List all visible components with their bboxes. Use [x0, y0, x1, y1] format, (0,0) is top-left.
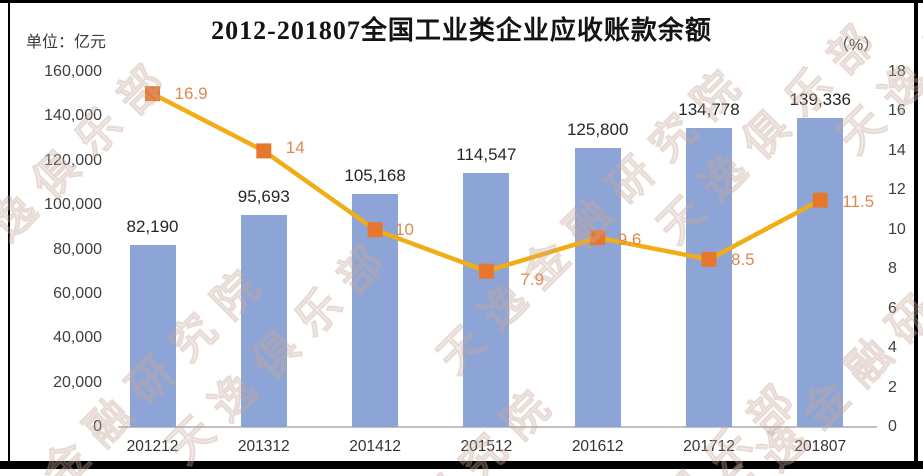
- bar-value-label: 114,547: [456, 144, 517, 164]
- right-axis-tick-label: 6: [888, 299, 897, 317]
- frame-border-bottom: [0, 461, 923, 469]
- bar: [686, 127, 732, 427]
- left-axis-unit-label: 单位：亿元: [26, 34, 107, 51]
- frame-border-right: [914, 0, 918, 469]
- right-axis-tick-label: 4: [888, 339, 897, 357]
- x-axis-tick-label: 201807: [794, 438, 847, 455]
- line-value-label: 7.9: [520, 270, 545, 290]
- left-axis-tick-label: 100,000: [44, 196, 102, 214]
- left-axis-tick-label: 60,000: [53, 284, 102, 302]
- left-axis-tick-label: 40,000: [53, 329, 102, 347]
- bar: [574, 147, 621, 427]
- bar: [463, 172, 510, 427]
- right-axis-tick-label: 10: [888, 220, 906, 238]
- right-axis-tick-label: 14: [888, 141, 906, 159]
- right-axis-tick-label: 2: [888, 378, 897, 396]
- x-axis-tick-label: 201712: [683, 438, 735, 455]
- line-marker: [145, 86, 160, 102]
- left-axis-tick-label: 140,000: [44, 107, 102, 125]
- right-axis-tick-label: 12: [888, 181, 906, 199]
- bar: [240, 214, 287, 427]
- frame-border-left: [8, 3, 10, 461]
- bar-value-label: 125,800: [566, 119, 629, 139]
- line-value-label: 8.5: [731, 250, 755, 270]
- bar-value-label: 139,336: [789, 89, 852, 109]
- line-value-label: 11.5: [842, 192, 875, 212]
- line-value-label: 9.6: [617, 229, 642, 249]
- right-axis-unit-label: （%）: [833, 37, 880, 54]
- x-axis-tick-label: 201312: [237, 438, 290, 455]
- frame-border-top: [0, 0, 923, 3]
- right-axis-tick-label: 8: [888, 260, 897, 278]
- bar-value-label: 95,693: [237, 186, 290, 206]
- line-path: [151, 91, 822, 274]
- line-value-label: 10: [395, 219, 415, 239]
- line-marker: [590, 230, 606, 246]
- left-axis-tick-label: 120,000: [44, 151, 102, 169]
- line-value-label: 16.9: [174, 83, 208, 103]
- x-axis-tick-label: 201412: [349, 438, 401, 455]
- x-axis-line: [118, 426, 877, 428]
- chart-title: 2012-201807全国工业类企业应收账款余额: [211, 16, 712, 45]
- right-axis-tick-label: 16: [888, 102, 906, 120]
- bar-value-label: 134,778: [678, 99, 740, 119]
- x-axis-tick-label: 201212: [126, 438, 179, 455]
- bar-value-label: 105,168: [344, 165, 406, 185]
- line-marker: [256, 143, 272, 159]
- line-marker: [812, 192, 828, 208]
- right-axis-tick-label: 0: [888, 418, 897, 435]
- left-axis-tick-label: 20,000: [53, 373, 102, 391]
- bar-value-label: 82,190: [126, 216, 179, 236]
- line-marker: [367, 222, 383, 238]
- line-marker: [701, 251, 717, 267]
- bar: [129, 244, 176, 427]
- left-axis-tick-label: 160,000: [44, 63, 102, 80]
- x-axis-tick-label: 201612: [571, 438, 624, 455]
- left-axis-tick-label: 80,000: [53, 240, 102, 258]
- left-axis-tick-label: 0: [93, 418, 102, 435]
- line-value-label: 14: [285, 137, 305, 157]
- bar: [797, 117, 844, 427]
- line-marker: [478, 263, 494, 279]
- x-axis-tick-label: 201512: [460, 438, 513, 455]
- right-axis-tick-label: 18: [888, 63, 906, 80]
